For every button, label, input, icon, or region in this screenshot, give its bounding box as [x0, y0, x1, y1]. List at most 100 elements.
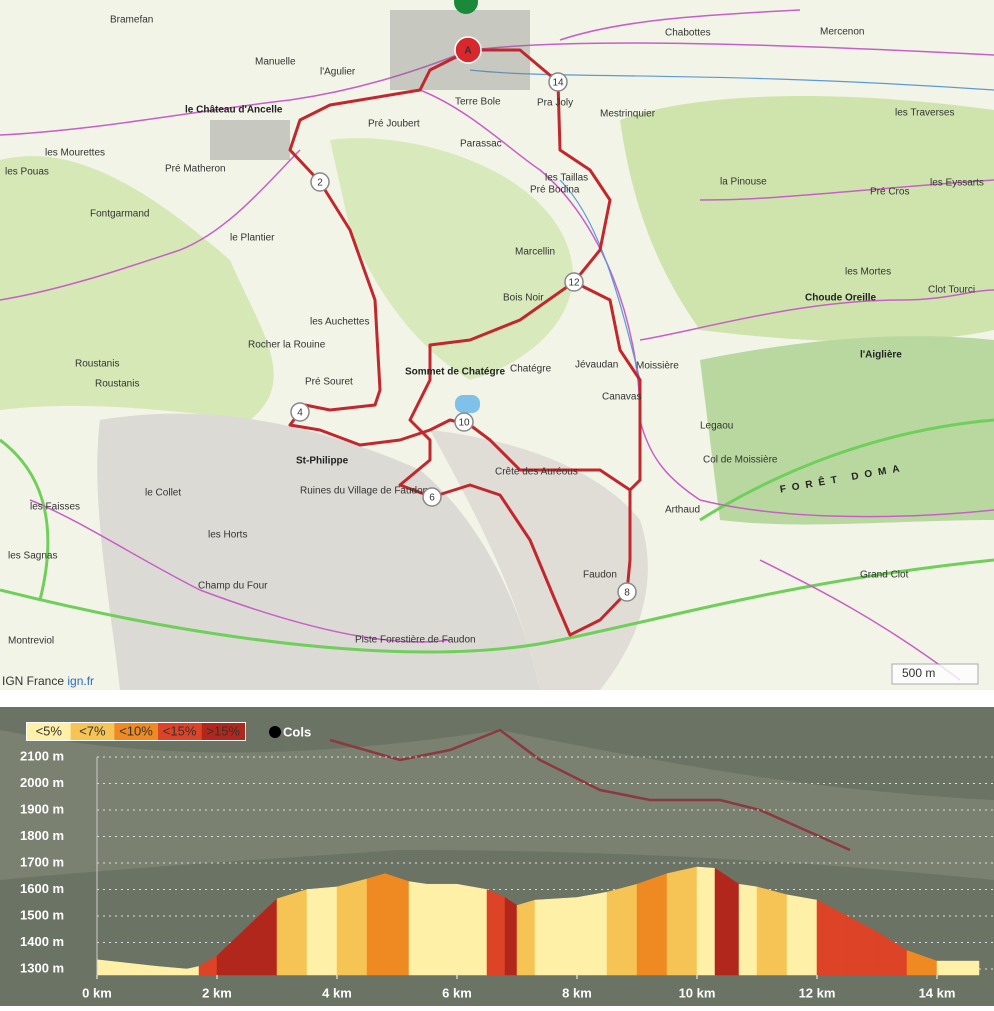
place-label: Legaou [700, 421, 733, 432]
y-tick-label: 2100 m [20, 748, 64, 763]
place-label: le Château d'Ancelle [185, 105, 283, 116]
y-tick-label: 1900 m [20, 801, 64, 816]
place-label: Bois Noir [503, 293, 544, 304]
place-label: Pré Souret [305, 377, 353, 388]
place-label: Marcellin [515, 247, 555, 258]
place-label: les Mourettes [45, 148, 105, 159]
place-label: Rocher la Rouine [248, 340, 326, 351]
attribution-link[interactable]: ign.fr [67, 674, 94, 688]
y-tick-label: 1500 m [20, 907, 64, 922]
legend-swatch [157, 723, 202, 740]
place-label: l'Aiglière [860, 350, 902, 361]
lake [455, 395, 480, 413]
profile-segment [606, 883, 638, 976]
boundary [0, 558, 994, 654]
profile-segment [636, 873, 668, 976]
place-label: les Taillas [545, 173, 588, 184]
place-label: Bramefan [110, 15, 153, 26]
place-label: Pré Bodina [530, 185, 580, 196]
profile-segment [426, 883, 458, 976]
place-label: Mestrinquier [600, 109, 656, 120]
y-tick-label: 1600 m [20, 881, 64, 896]
route-marker [422, 487, 442, 507]
place-label: St-Philippe [296, 456, 349, 467]
attribution-text: IGN France [2, 674, 64, 688]
x-tick-label: 12 km [799, 985, 836, 1000]
route-marker-label: 6 [429, 493, 435, 504]
background-map [0, 730, 994, 880]
place-label: les Sagnas [8, 551, 57, 562]
place-label: Fontgarmand [90, 209, 149, 220]
x-tick-label: 0 km [82, 985, 112, 1000]
profile-segment [666, 866, 698, 976]
x-tick-label: 6 km [442, 985, 472, 1000]
route-marker-label: 12 [568, 278, 580, 289]
route-marker-label: 4 [297, 408, 303, 419]
place-label: Champ du Four [198, 581, 268, 592]
profile-segment [456, 883, 488, 976]
place-label: Canavas [602, 392, 641, 403]
profile-segment [714, 867, 740, 976]
forest-area [620, 96, 994, 342]
route-marker-label: 8 [624, 588, 630, 599]
place-label: Piste Forestière de Faudon [355, 635, 476, 646]
cols-label: Cols [283, 724, 311, 739]
profile-segment [336, 878, 368, 976]
place-label: Faudon [583, 570, 617, 581]
place-label: Ruines du Village de Faudon [300, 486, 428, 497]
place-label: les Faisses [30, 502, 80, 513]
profile-segment [516, 899, 536, 976]
boundary [0, 438, 50, 601]
rivers [469, 69, 994, 381]
attribution: IGN France ign.fr [2, 674, 94, 688]
place-label: les Eyssarts [930, 178, 984, 189]
place-label: Roustanis [75, 359, 119, 370]
place-label: les Traverses [895, 108, 954, 119]
profile-segment [786, 894, 818, 976]
legend-swatch [114, 723, 158, 740]
route-marker [548, 72, 568, 92]
place-label: les Pouas [5, 167, 49, 178]
y-tick-label: 1300 m [20, 960, 64, 975]
y-tick-label: 2000 m [20, 775, 64, 790]
x-tick-label: 14 km [919, 985, 956, 1000]
place-label: Jévaudan [575, 360, 618, 371]
boundary [699, 418, 994, 522]
place-label: Sommet de Chatégre [405, 367, 505, 378]
profile-segment [738, 883, 758, 976]
place-label: Col de Moissière [703, 455, 778, 466]
legend-label: <5% [36, 723, 63, 738]
forest-area [0, 156, 274, 420]
profile-segment [276, 889, 308, 976]
place-label: Mercenon [820, 27, 864, 38]
route-marker [617, 582, 637, 602]
scale-box [891, 663, 979, 685]
y-tick-label: 1400 m [20, 934, 64, 949]
place-label: Chabottes [665, 28, 711, 39]
map[interactable]: Bramefan Manuelle l'Agulier le Château d'An… [0, 0, 994, 690]
x-tick-label: 8 km [562, 985, 592, 1000]
legend-swatch [27, 723, 71, 740]
route-marker-label: 10 [458, 418, 470, 429]
route [288, 48, 642, 637]
x-tick-label: 10 km [679, 985, 716, 1000]
place-label: Terre Bole [455, 97, 501, 108]
route-marker-label: A [464, 46, 471, 57]
place-label: les Horts [208, 530, 247, 541]
place-label: l'Agulier [320, 67, 356, 78]
legend-swatch [201, 723, 245, 740]
legend-label: <15% [163, 723, 197, 738]
place-label: Pré Matheron [165, 164, 226, 175]
legend-swatch [70, 723, 115, 740]
place-label: Parassac [460, 139, 502, 150]
x-tick-label: 4 km [322, 985, 352, 1000]
scale-label: 500 m [902, 666, 935, 680]
route-marker-label: 14 [552, 78, 564, 89]
place-label: Roustanis [95, 379, 139, 390]
rock-area [97, 413, 541, 690]
place-label: Crête des Auréous [495, 467, 578, 478]
x-tick-label: 2 km [202, 985, 232, 1000]
place-label: les Auchettes [310, 317, 369, 328]
y-tick-label: 1800 m [20, 828, 64, 843]
